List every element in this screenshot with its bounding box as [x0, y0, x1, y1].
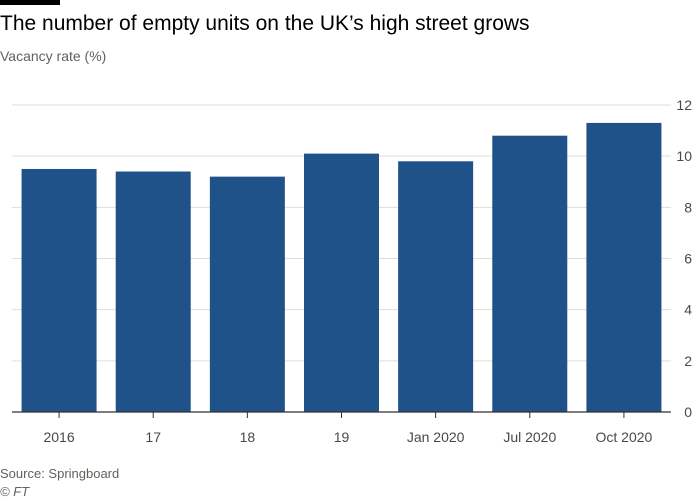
y-tick-label: 12: [676, 97, 692, 113]
bar-3: [304, 153, 379, 412]
bar-2: [209, 176, 285, 412]
bar-0: [21, 168, 97, 412]
bar-1: [115, 171, 191, 412]
y-tick-label: 0: [684, 404, 692, 420]
bar-4: [398, 161, 474, 412]
y-tick-label: 10: [676, 148, 692, 164]
y-tick-label: 2: [684, 353, 692, 369]
x-tick-label: Jan 2020: [407, 429, 465, 445]
source-note: Source: Springboard: [0, 466, 120, 481]
x-tick-label: 17: [145, 429, 161, 445]
chart-title: The number of empty units on the UK’s hi…: [0, 12, 530, 35]
y-tick-label: 6: [684, 251, 692, 267]
x-tick-label: 18: [240, 429, 256, 445]
copyright-credit: © FT: [0, 484, 30, 499]
x-tick-label: 19: [334, 429, 350, 445]
bar-chart: 0 2 4 6 8 10 12 2016 17 18 19 Jan 2020 Jul 2020 Oct 2…: [12, 97, 692, 445]
x-tick-label: 2016: [43, 429, 74, 445]
bar-5: [492, 135, 568, 412]
x-tick-label: Jul 2020: [503, 429, 556, 445]
y-tick-label: 4: [684, 302, 692, 318]
y-tick-label: 8: [684, 199, 692, 215]
brand-bar: [0, 0, 60, 5]
x-tick-label: Oct 2020: [596, 429, 653, 445]
bar-6: [586, 122, 662, 413]
chart-subtitle: Vacancy rate (%): [0, 48, 107, 64]
